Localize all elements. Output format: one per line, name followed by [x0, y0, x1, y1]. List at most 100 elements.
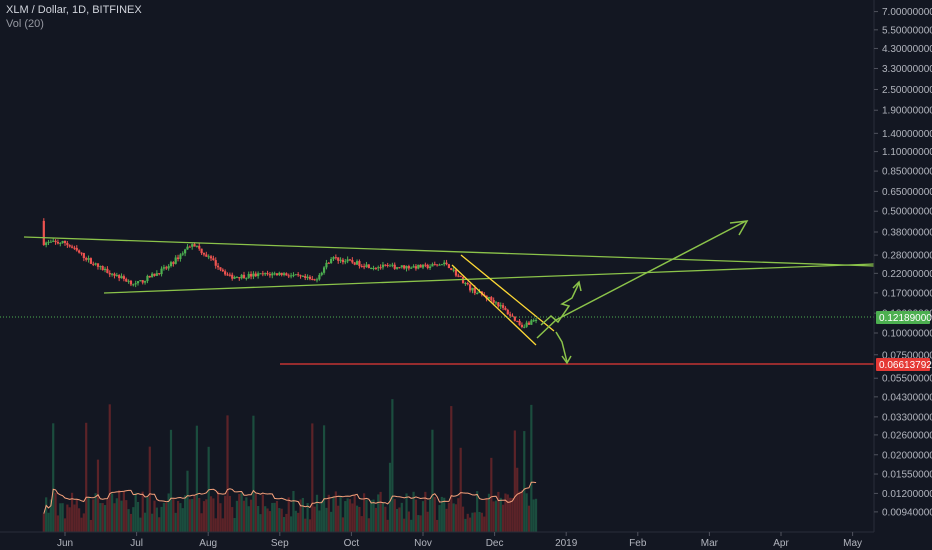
- candle: [207, 254, 210, 260]
- candle: [80, 252, 83, 256]
- volume-bar: [85, 422, 88, 532]
- candle: [59, 242, 62, 247]
- candle: [304, 273, 307, 281]
- candle: [96, 263, 100, 270]
- volume-bar: [249, 499, 253, 532]
- volume-bar: [301, 497, 304, 532]
- candle: [499, 302, 502, 309]
- volume-bar: [297, 512, 300, 532]
- candle: [143, 280, 147, 285]
- y-tick-label: 0.07500000: [882, 350, 932, 361]
- candle: [405, 265, 408, 272]
- candle: [233, 275, 236, 280]
- candle: [466, 281, 469, 286]
- candle: [398, 267, 401, 269]
- volume-bar: [89, 519, 93, 532]
- time-axis[interactable]: Jun Jul Aug Sep Oct Nov Dec 2019 Feb Mar Apr May: [57, 532, 862, 549]
- candle: [184, 248, 187, 257]
- volume-bar: [313, 506, 316, 532]
- volume-bar: [214, 518, 217, 532]
- volume-bar: [504, 493, 507, 532]
- candle: [275, 273, 279, 277]
- volume-bar: [219, 503, 222, 532]
- candle: [146, 274, 149, 284]
- volume-bar: [299, 499, 302, 532]
- volume-bar: [290, 516, 293, 532]
- volume-bar: [78, 508, 81, 532]
- candle: [219, 267, 222, 272]
- candle: [511, 313, 514, 317]
- candle: [176, 254, 180, 262]
- volume-bar: [384, 506, 387, 532]
- candle: [162, 264, 166, 271]
- volume-bar: [304, 518, 307, 532]
- volume-bar: [341, 517, 345, 532]
- volume-bar: [231, 507, 234, 532]
- candle: [271, 271, 274, 279]
- volume-bar: [534, 498, 538, 532]
- candle: [85, 256, 88, 262]
- y-tick-label: 0.05500000: [882, 374, 932, 385]
- candle: [322, 266, 326, 275]
- volume-bar: [59, 503, 62, 532]
- channel-lower-line[interactable]: [451, 264, 537, 346]
- volume-bar: [377, 494, 380, 532]
- candle: [358, 259, 361, 269]
- volume-bar: [520, 490, 524, 532]
- price-axis[interactable]: 7.00000000 5.50000000 4.30000000 3.30000000…: [874, 7, 932, 518]
- volume-bar: [294, 510, 297, 532]
- volume-bar: [497, 491, 500, 532]
- volume-bar: [70, 492, 74, 532]
- volume-bar: [318, 510, 321, 532]
- candle: [160, 266, 163, 277]
- candle: [351, 257, 354, 264]
- candle: [186, 244, 189, 250]
- candle: [198, 243, 201, 251]
- volume-bar: [454, 504, 458, 532]
- volume-bar: [155, 507, 158, 532]
- channel-upper-line[interactable]: [460, 254, 555, 332]
- y-tick-label: 0.01550000: [882, 470, 932, 481]
- volume-bar: [419, 515, 422, 532]
- volume-bar: [118, 490, 121, 532]
- candle: [403, 264, 406, 270]
- candle: [45, 241, 48, 248]
- volume-bar: [509, 497, 512, 532]
- candle: [504, 306, 507, 311]
- candle: [247, 271, 250, 279]
- x-tick-label: Nov: [414, 538, 432, 549]
- candle: [141, 280, 144, 285]
- candle: [94, 262, 97, 266]
- candle: [47, 239, 50, 246]
- volume-bar: [61, 503, 64, 532]
- x-tick-label: Sep: [271, 538, 289, 549]
- volume-bar: [443, 497, 446, 532]
- candle: [108, 270, 111, 278]
- volume-bar: [257, 505, 260, 532]
- candle: [200, 248, 203, 255]
- projection-arrows[interactable]: [536, 220, 749, 365]
- y-tick-label: 2.50000000: [882, 85, 932, 96]
- volume-bar: [268, 511, 272, 532]
- volume-indicator-label[interactable]: Vol (20): [6, 18, 44, 30]
- upper-trendline[interactable]: [23, 236, 875, 267]
- candle: [191, 243, 194, 250]
- arrow-head-main: [729, 220, 749, 236]
- volume-bar: [242, 500, 246, 532]
- volume-bar: [68, 507, 71, 532]
- volume-bar: [226, 415, 229, 532]
- candle: [501, 302, 505, 311]
- candle: [238, 277, 241, 281]
- candle: [341, 257, 345, 265]
- chart-title[interactable]: XLM / Dollar, 1D, BITFINEX: [6, 4, 142, 16]
- volume-bar: [417, 515, 420, 532]
- candle: [454, 268, 458, 278]
- candle: [261, 270, 264, 277]
- candle: [249, 271, 253, 280]
- volume-bar: [245, 497, 248, 532]
- candle: [113, 272, 116, 279]
- candle: [66, 241, 69, 248]
- volume-bar: [141, 491, 144, 532]
- volume-bar: [184, 495, 187, 532]
